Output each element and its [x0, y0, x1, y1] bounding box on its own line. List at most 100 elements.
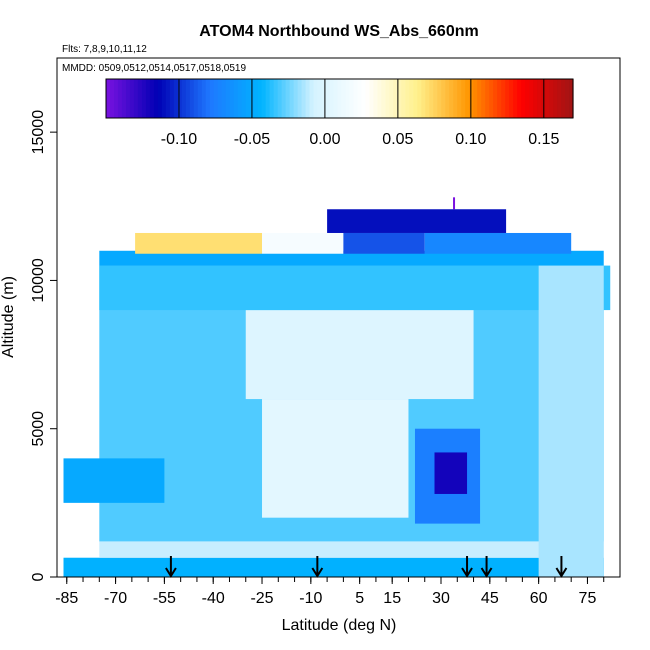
colorbar-swatch: [557, 79, 562, 118]
heatmap-cell: [262, 399, 409, 518]
heatmap-cell: [434, 452, 468, 494]
colorbar-swatch: [469, 79, 474, 118]
x-tick-label: -70: [104, 590, 127, 607]
colorbar-swatch: [293, 79, 299, 118]
colorbar-swatch: [225, 79, 231, 118]
flight-arrow: [480, 556, 493, 578]
y-tick-label: 5000: [30, 411, 47, 447]
flight-arrows: [165, 556, 568, 578]
colorbar-swatch: [353, 79, 359, 118]
colorbar-swatch: [497, 79, 502, 118]
chart-subtitle-dates: MMDD: 0509,0512,0514,0517,0518,0519: [62, 63, 246, 74]
colorbar-swatch: [237, 79, 243, 118]
x-tick-label: -55: [153, 590, 176, 607]
colorbar-swatch: [501, 79, 506, 118]
colorbar-swatch: [453, 79, 458, 118]
colorbar-swatch: [113, 79, 119, 118]
colorbar-swatch: [401, 79, 406, 118]
y-tick-label: 15000: [30, 110, 47, 155]
flight-arrow: [461, 556, 473, 578]
colorbar-swatch: [253, 79, 259, 118]
x-tick-label: 15: [383, 590, 401, 607]
y-tick-label: 10000: [30, 258, 47, 303]
colorbar-swatch: [321, 79, 327, 118]
x-tick-label: 5: [355, 590, 364, 607]
colorbar-swatch: [317, 79, 323, 118]
colorbar-swatch: [441, 79, 446, 118]
colorbar-swatch: [265, 79, 271, 118]
colorbar-swatch: [545, 79, 550, 118]
y-tick-label: 0: [30, 572, 47, 581]
colorbar-swatch: [417, 79, 422, 118]
x-axis: -85 -70 -55 -40 -25 -10 5 15 30 45 60 75: [55, 577, 605, 607]
colorbar-swatch: [329, 79, 335, 118]
colorbar-swatch: [269, 79, 275, 118]
colorbar-swatch: [229, 79, 235, 118]
colorbar-swatch: [561, 79, 566, 118]
flight-arrow: [311, 556, 324, 578]
colorbar-swatch: [289, 79, 295, 118]
colorbar-swatch: [493, 79, 498, 118]
colorbar-swatch: [473, 79, 478, 118]
colorbar-swatch: [177, 79, 183, 118]
colorbar-swatch: [281, 79, 287, 118]
colorbar-swatch: [261, 79, 267, 118]
colorbar-swatch: [221, 79, 227, 118]
colorbar-swatch: [457, 79, 462, 118]
colorbar-swatch: [397, 79, 402, 118]
colorbar-swatch: [309, 79, 315, 118]
colorbar-swatch: [481, 79, 486, 118]
colorbar-swatch: [121, 79, 127, 118]
colorbar-swatch: [509, 79, 514, 118]
x-tick-label: -85: [55, 590, 78, 607]
colorbar-swatch: [569, 79, 574, 118]
heatmap-cell: [538, 265, 604, 577]
flight-arrow: [165, 556, 177, 578]
chart-subtitle-flights: Flts: 7,8,9,10,11,12: [62, 44, 147, 55]
y-axis-label: Altitude (m): [0, 276, 17, 358]
colorbar-swatch: [393, 79, 398, 118]
colorbar-swatch: [433, 79, 438, 118]
colorbar-swatch: [337, 79, 343, 118]
colorbar-swatch: [197, 79, 203, 118]
x-tick-label: 60: [530, 590, 548, 607]
x-tick-label: 45: [481, 590, 499, 607]
colorbar-swatch: [313, 79, 319, 118]
colorbar-swatch: [533, 79, 538, 118]
colorbar-swatch: [145, 79, 151, 118]
colorbar-swatch: [413, 79, 418, 118]
colorbar-swatch: [106, 79, 111, 118]
colorbar-swatch: [405, 79, 410, 118]
colorbar-swatch: [465, 79, 470, 118]
heatmap-cell: [245, 310, 474, 400]
colorbar-swatch: [201, 79, 207, 118]
colorbar-swatch: [445, 79, 450, 118]
colorbar-swatch: [345, 79, 351, 118]
colorbar-swatch: [517, 79, 522, 118]
colorbar-tick-label: 0.00: [309, 131, 340, 148]
flight-arrow: [555, 556, 568, 578]
x-tick-label: 30: [432, 590, 450, 607]
heatmap-cell: [327, 209, 507, 233]
heatmap-cell: [63, 557, 604, 577]
heatmap-cell: [99, 541, 604, 558]
colorbar-swatch: [213, 79, 219, 118]
x-tick-label: -40: [202, 590, 225, 607]
colorbar-swatch: [137, 79, 143, 118]
colorbar-tick-label: -0.05: [234, 131, 271, 148]
heatmap-cell: [63, 458, 165, 503]
heatmap-cell: [99, 265, 611, 311]
colorbar-swatch: [385, 79, 390, 118]
colorbar-swatch: [193, 79, 199, 118]
colorbar-frame: [105, 78, 574, 119]
colorbar-swatch: [301, 79, 307, 118]
heatmap-cell: [424, 232, 572, 254]
colorbar-swatch: [369, 79, 375, 118]
colorbar-swatch: [565, 79, 570, 118]
colorbar-swatch: [553, 79, 558, 118]
colorbar-swatch: [437, 79, 442, 118]
heatmap-cells: [63, 197, 611, 577]
chart-title: ATOM4 Northbound WS_Abs_660nm: [199, 23, 478, 40]
colorbar-swatch: [169, 79, 175, 118]
colorbar: -0.10 -0.05 0.00 0.05 0.10 0.15: [105, 78, 574, 148]
